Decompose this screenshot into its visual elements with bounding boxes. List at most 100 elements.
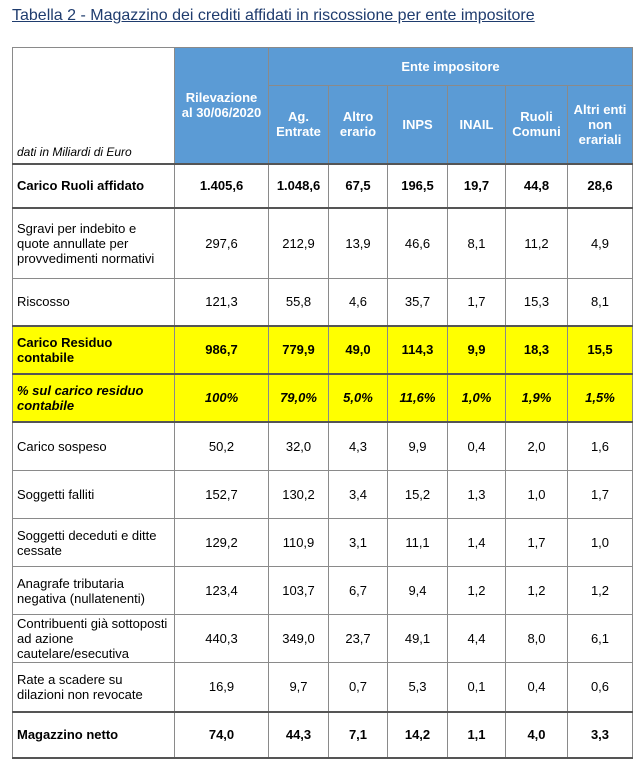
cell-value: 1,5% <box>567 372 633 423</box>
column-header: Ag. Entrate <box>268 85 329 164</box>
cell-value: 11,6% <box>387 372 448 423</box>
cell-value: 152,7 <box>174 470 269 519</box>
cell-value: 9,4 <box>387 566 448 615</box>
cell-value: 1,0 <box>505 470 568 519</box>
row-label: Magazzino netto <box>12 710 175 759</box>
cell-value: 3,1 <box>328 518 388 567</box>
cell-value: 0,4 <box>447 421 506 471</box>
cell-value: 6,7 <box>328 566 388 615</box>
cell-value: 23,7 <box>328 614 388 663</box>
cell-value: 9,9 <box>387 421 448 471</box>
cell-value: 1,0% <box>447 372 506 423</box>
cell-value: 2,0 <box>505 421 568 471</box>
cell-value: 18,3 <box>505 324 568 375</box>
cell-value: 49,0 <box>328 324 388 375</box>
data-table: dati in Miliardi di Euro Rilevazione al … <box>12 47 633 759</box>
cell-value: 4,4 <box>447 614 506 663</box>
cell-value: 4,3 <box>328 421 388 471</box>
group-header: Ente impositore <box>268 47 633 86</box>
cell-value: 986,7 <box>174 324 269 375</box>
cell-value: 28,6 <box>567 162 633 209</box>
cell-value: 1,2 <box>505 566 568 615</box>
column-header: Rilevazione al 30/06/2020 <box>174 47 269 164</box>
cell-value: 74,0 <box>174 710 269 759</box>
cell-value: 46,6 <box>387 207 448 279</box>
corner-note: dati in Miliardi di Euro <box>12 47 175 164</box>
table-row: Magazzino netto 74,0 44,3 7,1 14,2 1,1 4,0 3,3 <box>12 710 633 759</box>
table-row: Rate a scadere su dilazioni non revocate… <box>12 662 633 712</box>
cell-value: 15,2 <box>387 470 448 519</box>
cell-value: 7,1 <box>328 710 388 759</box>
cell-value: 297,6 <box>174 207 269 279</box>
cell-value: 129,2 <box>174 518 269 567</box>
cell-value: 1,4 <box>447 518 506 567</box>
cell-value: 15,5 <box>567 324 633 375</box>
cell-value: 1,2 <box>567 566 633 615</box>
cell-value: 5,3 <box>387 662 448 712</box>
cell-value: 3,4 <box>328 470 388 519</box>
cell-value: 6,1 <box>567 614 633 663</box>
cell-value: 1,7 <box>567 470 633 519</box>
table-row: % sul carico residuo contabile 100% 79,0% 5… <box>12 372 633 423</box>
cell-value: 212,9 <box>268 207 329 279</box>
cell-value: 1,0 <box>567 518 633 567</box>
cell-value: 779,9 <box>268 324 329 375</box>
cell-value: 19,7 <box>447 162 506 209</box>
cell-value: 1,1 <box>447 710 506 759</box>
cell-value: 44,3 <box>268 710 329 759</box>
cell-value: 4,9 <box>567 207 633 279</box>
cell-value: 1,3 <box>447 470 506 519</box>
column-header: Altro erario <box>328 85 388 164</box>
row-label: Carico sospeso <box>12 421 175 471</box>
cell-value: 121,3 <box>174 278 269 326</box>
cell-value: 0,1 <box>447 662 506 712</box>
cell-value: 5,0% <box>328 372 388 423</box>
cell-value: 1,2 <box>447 566 506 615</box>
column-header: INPS <box>387 85 448 164</box>
cell-value: 14,2 <box>387 710 448 759</box>
cell-value: 32,0 <box>268 421 329 471</box>
table-row: Riscosso 121,3 55,8 4,6 35,7 1,7 15,3 8,1 <box>12 278 633 326</box>
cell-value: 349,0 <box>268 614 329 663</box>
cell-value: 4,6 <box>328 278 388 326</box>
cell-value: 44,8 <box>505 162 568 209</box>
cell-value: 67,5 <box>328 162 388 209</box>
cell-value: 1,6 <box>567 421 633 471</box>
table-row: Carico sospeso 50,2 32,0 4,3 9,9 0,4 2,0 1,6 <box>12 421 633 471</box>
cell-value: 0,7 <box>328 662 388 712</box>
cell-value: 3,3 <box>567 710 633 759</box>
cell-value: 9,7 <box>268 662 329 712</box>
row-label: Riscosso <box>12 278 175 326</box>
cell-value: 49,1 <box>387 614 448 663</box>
table-row: Soggetti falliti 152,7 130,2 3,4 15,2 1,3 1,0 1… <box>12 470 633 519</box>
table-row: Contribuenti già sottoposti ad azione ca… <box>12 614 633 663</box>
cell-value: 8,1 <box>447 207 506 279</box>
cell-value: 196,5 <box>387 162 448 209</box>
cell-value: 13,9 <box>328 207 388 279</box>
cell-value: 11,2 <box>505 207 568 279</box>
cell-value: 130,2 <box>268 470 329 519</box>
cell-value: 9,9 <box>447 324 506 375</box>
table-row: Carico Residuo contabile 986,7 779,9 49,0 11… <box>12 324 633 375</box>
cell-value: 15,3 <box>505 278 568 326</box>
column-header: Ruoli Comuni <box>505 85 568 164</box>
cell-value: 0,6 <box>567 662 633 712</box>
table-row: Sgravi per indebito e quote annullate pe… <box>12 207 633 279</box>
cell-value: 100% <box>174 372 269 423</box>
cell-value: 1.048,6 <box>268 162 329 209</box>
row-label: Soggetti deceduti e ditte cessate <box>12 518 175 567</box>
row-label: Contribuenti già sottoposti ad azione ca… <box>12 614 175 663</box>
table-title: Tabella 2 - Magazzino dei crediti affida… <box>12 7 535 24</box>
cell-value: 55,8 <box>268 278 329 326</box>
cell-value: 103,7 <box>268 566 329 615</box>
cell-value: 1,9% <box>505 372 568 423</box>
cell-value: 4,0 <box>505 710 568 759</box>
row-label: Rate a scadere su dilazioni non revocate <box>12 662 175 712</box>
cell-value: 1,7 <box>505 518 568 567</box>
cell-value: 16,9 <box>174 662 269 712</box>
cell-value: 0,4 <box>505 662 568 712</box>
row-label: % sul carico residuo contabile <box>12 372 175 423</box>
column-header: INAIL <box>447 85 506 164</box>
row-label: Soggetti falliti <box>12 470 175 519</box>
